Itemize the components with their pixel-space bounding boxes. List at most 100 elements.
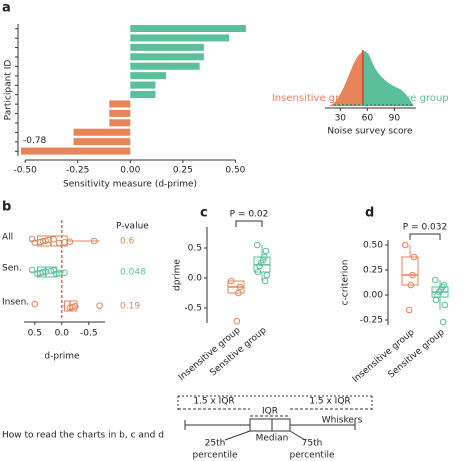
point <box>66 238 74 245</box>
guide-label: 1.5 x IQR <box>309 397 350 407</box>
p-bracket <box>235 220 263 227</box>
point <box>50 236 58 243</box>
bar <box>130 34 230 42</box>
x-tick-label: 0.0 <box>55 329 70 339</box>
bar <box>109 119 131 127</box>
bar <box>21 147 131 155</box>
point <box>256 262 263 270</box>
bar <box>109 100 131 108</box>
category-label: Insen. <box>2 298 29 308</box>
point <box>261 277 269 285</box>
bar <box>73 128 131 136</box>
guide-label: percentile <box>289 451 334 461</box>
point <box>407 281 415 289</box>
x-axis-label: d-prime <box>44 352 80 362</box>
x-tick-label: 90 <box>389 114 401 124</box>
x-tick-label: 0.5 <box>28 329 42 339</box>
guide-title: How to read the charts in b, c and d <box>2 431 164 441</box>
x-tick-label: 0.25 <box>173 166 193 176</box>
point <box>405 306 413 314</box>
point <box>440 281 448 289</box>
value-label: -0.78 <box>23 136 47 146</box>
p-bracket <box>409 233 441 240</box>
guide-label: IQR <box>262 407 278 417</box>
guide-label: percentile <box>192 451 237 461</box>
point <box>61 239 68 246</box>
x-tick-label: 60 <box>362 114 374 124</box>
bar <box>130 81 156 89</box>
bar <box>130 72 167 80</box>
p-value-header: P-value <box>116 222 149 232</box>
point <box>96 302 103 309</box>
density-low <box>328 51 363 106</box>
point <box>254 268 262 276</box>
point <box>441 301 449 309</box>
guide-label: 1.5 x IQR <box>193 397 234 407</box>
x-axis-label: Noise survey score <box>327 127 413 137</box>
point <box>431 276 439 284</box>
panel-label: d <box>365 206 374 221</box>
x-tick-label: -0.5 <box>80 329 98 339</box>
point <box>47 267 55 275</box>
group-label: Insensitive group <box>272 93 358 104</box>
bar <box>73 138 131 146</box>
point <box>42 237 49 244</box>
density-high <box>362 51 414 106</box>
point <box>233 317 241 325</box>
category-label: Sensitive group <box>386 327 446 380</box>
y-axis-label: Participant ID <box>4 60 14 121</box>
guide-label: 25th <box>205 439 226 449</box>
box <box>401 256 419 286</box>
point <box>409 271 416 279</box>
y-tick-label: -0.25 <box>360 316 383 326</box>
panel-label: c <box>200 206 208 221</box>
point <box>227 277 235 285</box>
point <box>262 247 270 255</box>
point <box>432 296 440 304</box>
bars <box>21 25 246 155</box>
bar <box>130 53 204 61</box>
point <box>39 269 47 276</box>
point <box>90 237 98 245</box>
x-axis-label: Sensitivity measure (d-prime) <box>63 180 197 190</box>
guide-pointer <box>224 430 251 441</box>
y-axis-label: c-criterion <box>341 260 351 306</box>
point <box>31 300 39 308</box>
bar <box>130 25 246 33</box>
y-tick-label: 0.5 <box>188 244 202 254</box>
panel-label: b <box>2 200 11 215</box>
point <box>53 270 60 278</box>
point <box>263 271 271 279</box>
guide-diagram <box>177 395 373 432</box>
p-value: 0.6 <box>120 237 135 247</box>
point <box>69 303 76 311</box>
box <box>64 300 78 312</box>
y-tick-label: 0.50 <box>363 241 383 251</box>
point <box>61 269 68 276</box>
point <box>410 253 418 261</box>
group-label: Sensitive group <box>371 93 449 104</box>
bar <box>130 43 204 51</box>
x-tick-label: 0.50 <box>225 166 245 176</box>
point <box>55 239 63 247</box>
point <box>401 241 409 249</box>
y-tick-label: -0.5 <box>184 304 202 314</box>
panel-label: a <box>2 1 11 16</box>
point <box>235 289 242 297</box>
point <box>253 241 261 249</box>
point <box>236 283 244 291</box>
y-tick-label: 0.00 <box>363 291 383 301</box>
point <box>439 318 447 326</box>
category-label: Sen. <box>2 264 22 274</box>
y-tick-label: 0.25 <box>363 266 383 276</box>
point <box>28 266 36 274</box>
y-axis-label: dprime <box>173 259 183 291</box>
guide-label: 75th <box>302 439 323 449</box>
p-annotation: P = 0.032 <box>403 223 447 233</box>
bar <box>130 91 156 99</box>
guide-pointer <box>289 430 306 441</box>
category-label: All <box>2 233 13 243</box>
point <box>437 286 445 294</box>
x-tick-label: 30 <box>335 114 347 124</box>
